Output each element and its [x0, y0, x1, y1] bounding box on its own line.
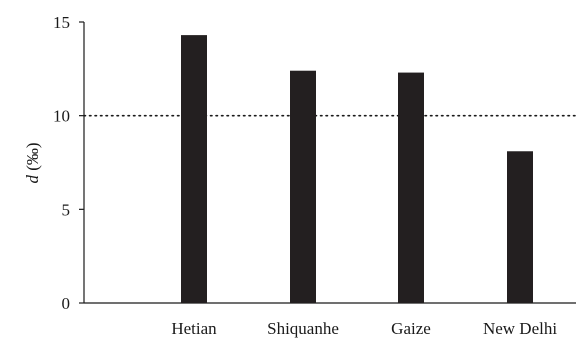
- x-tick-label: Shiquanhe: [267, 319, 339, 338]
- x-tick-label: Hetian: [171, 319, 217, 338]
- x-tick-label: Gaize: [391, 319, 431, 338]
- bar-new-delhi: [507, 151, 533, 303]
- y-axis-label-symbol: d: [23, 175, 42, 184]
- y-axis-label-unit: (‰): [23, 142, 42, 175]
- x-tick-label: New Delhi: [483, 319, 557, 338]
- y-tick-label: 10: [53, 107, 70, 126]
- bar-hetian: [181, 35, 207, 303]
- axes: [83, 22, 576, 304]
- y-axis-label: d (‰): [23, 142, 42, 183]
- bar-gaize: [398, 72, 424, 303]
- y-tick-label: 15: [53, 13, 70, 32]
- bar-shiquanhe: [290, 70, 316, 303]
- x-labels: Hetian Shiquanhe Gaize New Delhi: [171, 319, 557, 338]
- y-tick-label: 0: [62, 294, 71, 313]
- y-tick-label: 5: [62, 200, 71, 219]
- bars: [181, 35, 533, 303]
- y-ticks: 0 5 10 15: [53, 13, 84, 313]
